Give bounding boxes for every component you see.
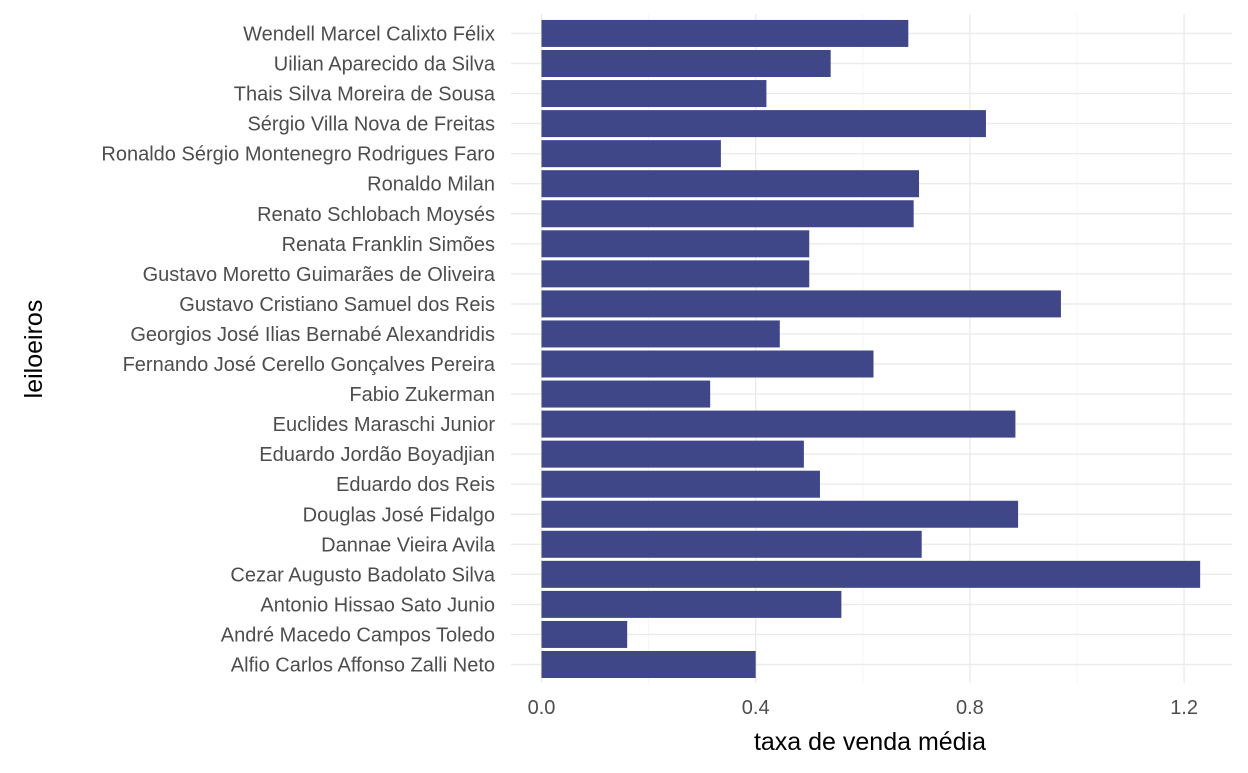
- bar: [541, 80, 767, 108]
- bar: [541, 590, 842, 618]
- y-tick-label: Eduardo dos Reis: [336, 474, 495, 496]
- x-tick-label: 1.2: [1170, 697, 1198, 719]
- x-tick-label: 0.4: [742, 697, 770, 719]
- y-tick-label: Thais Silva Moreira de Sousa: [234, 84, 496, 106]
- bar: [541, 651, 756, 678]
- bar: [541, 500, 1019, 528]
- y-tick-label: Uilian Aparecido da Silva: [274, 54, 496, 76]
- y-tick-label: Dannae Vieira Avila: [321, 534, 496, 556]
- bar: [541, 410, 1016, 438]
- bar: [541, 50, 831, 77]
- bar: [541, 230, 810, 258]
- y-tick-label: Renato Schlobach Moysés: [257, 204, 495, 226]
- y-tick-label: Eduardo Jordão Boyadjian: [259, 444, 495, 466]
- y-tick-label: Georgios José Ilias Bernabé Alexandridis: [130, 324, 495, 346]
- bar: [541, 140, 721, 168]
- y-tick-label: Ronaldo Sérgio Montenegro Rodrigues Faro: [101, 144, 495, 166]
- y-tick-label: Gustavo Cristiano Samuel dos Reis: [179, 294, 495, 316]
- y-tick-label: Fabio Zukerman: [349, 384, 495, 406]
- bars: [541, 19, 1201, 678]
- bar: [541, 290, 1061, 318]
- bar: [541, 350, 874, 378]
- bar: [541, 200, 914, 228]
- y-tick-label: Cezar Augusto Badolato Silva: [230, 564, 495, 586]
- y-axis-title: leiloeiros: [20, 300, 48, 399]
- bar: [541, 380, 711, 408]
- y-tick-label: André Macedo Campos Toledo: [221, 624, 495, 646]
- bar: [541, 19, 909, 47]
- y-tick-label: Sérgio Villa Nova de Freitas: [247, 114, 495, 136]
- y-tick-label: Fernando José Cerello Gonçalves Pereira: [123, 354, 496, 376]
- bar: [541, 620, 628, 648]
- y-tick-label: Ronaldo Milan: [367, 174, 495, 196]
- bar: [541, 440, 804, 468]
- y-tick-labels: Alfio Carlos Affonso Zalli Neto André Mac…: [101, 23, 495, 676]
- x-tick-label: 0.8: [956, 697, 984, 719]
- y-tick-label: Antonio Hissao Sato Junio: [260, 594, 495, 616]
- y-tick-label: Gustavo Moretto Guimarães de Oliveira: [143, 264, 496, 286]
- x-tick-label: 0.0: [528, 697, 556, 719]
- x-tick-labels: 0.0 0.4 0.8 1.2: [528, 697, 1198, 719]
- y-tick-label: Douglas José Fidalgo: [303, 504, 495, 526]
- bar: [541, 320, 780, 348]
- y-tick-label: Alfio Carlos Affonso Zalli Neto: [231, 655, 495, 677]
- bar: [541, 470, 820, 498]
- bar: [541, 170, 920, 198]
- x-axis-title: taxa de venda média: [754, 728, 986, 756]
- bar: [541, 560, 1201, 588]
- bar: [541, 110, 986, 138]
- y-tick-label: Renata Franklin Simões: [282, 234, 495, 256]
- bar: [541, 530, 922, 558]
- y-tick-label: Euclides Maraschi Junior: [273, 414, 496, 436]
- bar: [541, 260, 810, 288]
- y-tick-label: Wendell Marcel Calixto Félix: [243, 23, 495, 45]
